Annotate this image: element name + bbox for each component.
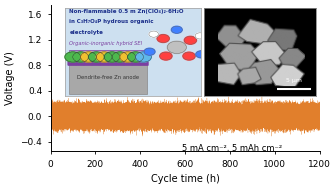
X-axis label: Cycle time (h): Cycle time (h) [151, 174, 219, 184]
Y-axis label: Voltage (V): Voltage (V) [5, 51, 15, 105]
Text: 5 mA cm⁻², 5 mAh cm⁻²: 5 mA cm⁻², 5 mAh cm⁻² [182, 144, 282, 153]
